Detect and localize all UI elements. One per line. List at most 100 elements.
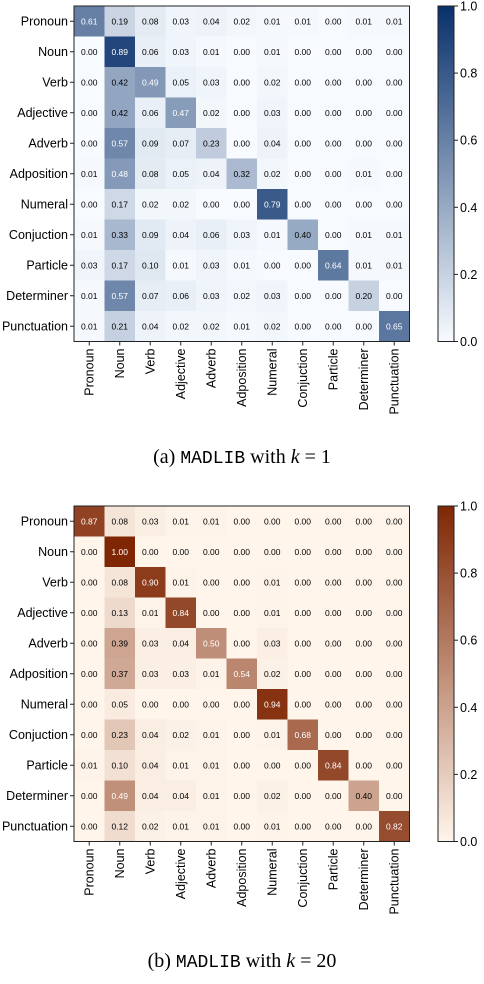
heatmap-cell xyxy=(104,597,136,629)
x-tick-label: Noun xyxy=(113,348,127,378)
heatmap-cell xyxy=(348,189,380,220)
heatmap-cell xyxy=(318,128,349,159)
heatmap-cell xyxy=(226,719,258,751)
heatmap-cell xyxy=(318,689,349,720)
x-tick-label: Verb xyxy=(143,348,157,374)
cell-value-label: 0.03 xyxy=(142,669,159,679)
heatmap-cell xyxy=(318,219,349,251)
cell-value-label: 0.00 xyxy=(233,547,250,557)
cell-value-label: 0.01 xyxy=(172,821,189,831)
y-tick-label: Conjuction xyxy=(9,228,68,242)
confusion-matrix-a: 0.61 0.19 0.08 0.03 0.04 0.02 0.01 0.01 0.00 0.01… xyxy=(2,0,477,415)
heatmap-cell xyxy=(348,658,380,690)
heatmap-cell xyxy=(74,189,105,220)
heatmap-cell xyxy=(348,536,380,568)
heatmap-cell xyxy=(135,6,166,37)
heatmap-cell xyxy=(165,750,197,781)
cell-value-label: 0.00 xyxy=(325,199,342,209)
cell-value-label: 0.00 xyxy=(233,638,250,648)
heatmap-cell xyxy=(287,811,319,842)
heatmap-cell xyxy=(257,567,288,598)
caption-a: (a) MADLIB with k = 1 xyxy=(0,446,484,469)
cell-value-label: 0.00 xyxy=(233,138,250,148)
cell-value-label: 0.00 xyxy=(233,608,250,618)
heatmap-cell xyxy=(104,567,136,598)
heatmap-cell xyxy=(287,189,319,220)
cell-value-label: 0.40 xyxy=(355,791,372,801)
heatmap-cell xyxy=(257,750,288,781)
cell-value-label: 0.01 xyxy=(203,47,220,57)
cell-value-label: 0.00 xyxy=(325,577,342,587)
cell-value-label: 0.00 xyxy=(386,547,403,557)
cell-value-label: 0.02 xyxy=(264,169,281,179)
cell-value-label: 0.06 xyxy=(172,291,189,301)
heatmap-cell xyxy=(379,67,410,98)
cell-value-label: 0.01 xyxy=(264,47,281,57)
heatmap-cell xyxy=(165,311,197,342)
heatmap-cell xyxy=(348,280,380,312)
cell-value-label: 0.00 xyxy=(386,291,403,301)
y-tick-label: Determiner xyxy=(6,789,68,803)
y-tick-label: Verb xyxy=(42,75,68,89)
heatmap-cell xyxy=(135,128,166,159)
cell-value-label: 0.00 xyxy=(264,516,281,526)
cell-value-label: 0.01 xyxy=(294,16,311,26)
cell-value-label: 0.02 xyxy=(264,77,281,87)
y-tick-label: Adposition xyxy=(10,667,68,681)
cell-value-label: 0.01 xyxy=(355,169,372,179)
cell-value-label: 0.94 xyxy=(264,699,281,709)
heatmap-cell xyxy=(379,6,410,37)
heatmap-cell xyxy=(74,250,105,281)
cell-value-label: 0.02 xyxy=(142,199,159,209)
cell-value-label: 0.00 xyxy=(294,138,311,148)
cell-value-label: 0.00 xyxy=(233,699,250,709)
heatmap-cell xyxy=(104,719,136,751)
cell-value-label: 0.00 xyxy=(386,199,403,209)
heatmap-cell xyxy=(165,128,197,159)
heatmap-cell xyxy=(74,158,105,190)
caption-b-middle: with xyxy=(245,950,282,972)
colorbar-tick-label: 0.0 xyxy=(460,335,477,349)
heatmap-cell xyxy=(135,628,166,659)
heatmap-cell xyxy=(257,189,288,220)
cell-value-label: 0.01 xyxy=(172,760,189,770)
x-tick-label: Adjective xyxy=(174,848,188,899)
cell-value-label: 0.57 xyxy=(111,138,128,148)
heatmap-cell xyxy=(104,97,136,129)
cell-value-label: 0.00 xyxy=(294,516,311,526)
cell-value-label: 0.00 xyxy=(355,138,372,148)
cell-value-label: 0.02 xyxy=(264,669,281,679)
heatmap-cell xyxy=(104,36,136,68)
cell-value-label: 0.00 xyxy=(325,516,342,526)
cell-value-label: 0.01 xyxy=(264,577,281,587)
cell-value-label: 0.01 xyxy=(203,730,220,740)
heatmap-cell xyxy=(196,811,227,842)
heatmap-cell xyxy=(74,689,105,720)
cell-value-label: 0.54 xyxy=(233,669,250,679)
heatmap-cell xyxy=(104,536,136,568)
heatmap-cell xyxy=(348,158,380,190)
heatmap-cell xyxy=(287,567,319,598)
cell-value-label: 0.00 xyxy=(325,77,342,87)
heatmap-cell xyxy=(318,719,349,751)
heatmap-cell xyxy=(74,719,105,751)
heatmap-cell xyxy=(226,189,258,220)
cell-value-label: 0.00 xyxy=(325,547,342,557)
cell-value-label: 0.00 xyxy=(81,669,98,679)
cell-value-label: 0.00 xyxy=(294,77,311,87)
cell-value-label: 0.01 xyxy=(264,730,281,740)
heatmap-cell xyxy=(318,628,349,659)
heatmap-cell xyxy=(135,536,166,568)
y-tick-label: Noun xyxy=(38,545,68,559)
heatmap-cell xyxy=(196,36,227,68)
heatmap-cell xyxy=(165,6,197,37)
heatmap-cell xyxy=(165,719,197,751)
x-tick-label: Determiner xyxy=(357,349,371,411)
colorbar xyxy=(437,505,455,842)
heatmap-cell xyxy=(226,658,258,690)
heatmap-cell xyxy=(104,128,136,159)
cell-value-label: 0.00 xyxy=(81,821,98,831)
cell-value-label: 0.05 xyxy=(111,699,128,709)
cell-value-label: 0.01 xyxy=(203,791,220,801)
cell-value-label: 0.00 xyxy=(294,669,311,679)
